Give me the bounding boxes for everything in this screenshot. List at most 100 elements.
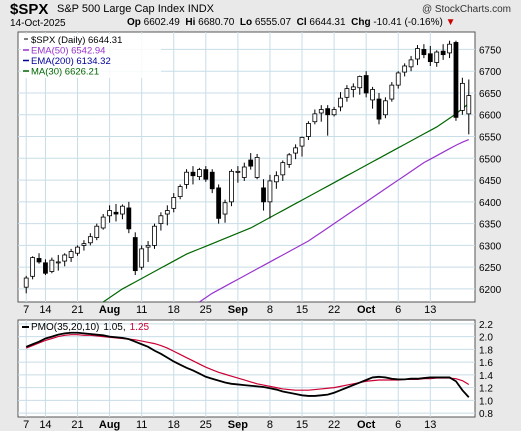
candle-body-up <box>402 65 408 73</box>
candle <box>306 121 311 140</box>
candle-body-up <box>68 251 74 258</box>
candle-body-down <box>43 262 48 274</box>
price-panel: 6200 6250 6300 6350 6400 6450 6500 6550 6600 6650… <box>17 31 502 303</box>
candle <box>132 232 138 275</box>
candle-body-up <box>107 210 112 217</box>
candle-body-down <box>261 187 266 203</box>
candle-body-down <box>209 171 215 190</box>
candle-body-up <box>293 147 298 154</box>
candle <box>94 223 100 241</box>
x-tick-label-top: Oct <box>357 304 376 316</box>
pmo-panel: 2.2 2.01.8 1.6 1.4 1.21.0 0.8 PMO(35,20,10) 1.0… <box>17 319 493 420</box>
candle <box>30 256 36 280</box>
candle-body-down <box>216 187 222 219</box>
legend-price: $SPX (Daily) 6644.31 <box>31 35 122 46</box>
candle-body-up <box>357 76 363 89</box>
candle-body-up <box>434 51 440 63</box>
index-name: S&P 500 Large Cap Index INDX <box>57 3 214 15</box>
candle <box>421 44 427 59</box>
x-axis: 7 7 14 14 21 21 Aug Aug 11 11 18 18 25 25 Sep Sep 8 8 15 15… <box>23 304 436 431</box>
pmo-y-tick: 1.0 <box>479 396 493 407</box>
candle-body-up <box>197 169 202 177</box>
candle <box>113 204 119 222</box>
candle <box>120 204 125 220</box>
candle <box>363 71 369 98</box>
candle-body-up <box>383 100 388 116</box>
candle <box>139 245 145 270</box>
candle <box>293 144 298 160</box>
x-tick-label-top: 11 <box>136 304 147 316</box>
candle-body-up <box>344 88 350 98</box>
x-tick-label-top: 25 <box>200 304 212 316</box>
pmo-y-tick: 1.2 <box>479 384 493 395</box>
candle-body-up <box>23 277 29 288</box>
candle <box>248 153 254 170</box>
candle-body-down <box>325 108 331 116</box>
candle-body-up <box>447 43 452 54</box>
candle <box>440 44 446 60</box>
candle <box>434 50 440 67</box>
candle <box>459 77 465 115</box>
candle <box>280 160 286 181</box>
low-value: 6555.07 <box>254 17 292 28</box>
candle <box>331 106 337 117</box>
candle-body-up <box>466 95 472 115</box>
candle <box>383 97 388 119</box>
candle-body-down <box>376 98 382 120</box>
candle <box>62 253 68 267</box>
candle-body-down <box>248 159 254 167</box>
candle-body-up <box>350 86 356 90</box>
close-label: Cl <box>296 17 307 28</box>
candle <box>23 275 29 294</box>
price-y-tick: 6300 <box>479 241 502 252</box>
high-label: Hi <box>185 17 196 28</box>
price-y-tick: 6700 <box>479 67 502 78</box>
x-tick-label-bottom: 11 <box>136 419 147 431</box>
price-y-tick: 6650 <box>479 89 502 100</box>
price-y-tick: 6600 <box>479 111 502 122</box>
candle <box>87 233 93 246</box>
candle-body-down <box>190 171 196 177</box>
ema50-line <box>199 139 470 303</box>
candle-body-down <box>203 169 209 180</box>
candle-body-down <box>421 49 427 56</box>
exchange: INDX <box>187 3 214 15</box>
candle <box>209 169 215 194</box>
candle <box>235 166 241 183</box>
candle-body-up <box>280 162 286 176</box>
legend-bg <box>21 34 161 78</box>
candle-body-up <box>286 154 292 165</box>
candle-body-up <box>389 84 395 100</box>
x-tick-label-bottom: 6 <box>395 419 401 431</box>
candle-body-up <box>254 157 260 178</box>
symbol: $SPX <box>10 1 49 18</box>
change-label: Chg <box>351 17 371 28</box>
candle-body-up <box>152 225 157 246</box>
close-value: 6644.31 <box>309 17 346 28</box>
candle-body-up <box>184 171 189 185</box>
candle-body-up <box>62 254 68 262</box>
x-tick-label-top: 6 <box>395 304 401 316</box>
x-tick-label-bottom: 22 <box>328 419 340 431</box>
candle-body-up <box>338 97 343 108</box>
legend-ema200: EMA(200) 6134.32 <box>31 56 111 67</box>
price-y-tick: 6350 <box>479 220 502 231</box>
x-tick-label-bottom: 14 <box>39 419 51 431</box>
candle <box>145 241 151 262</box>
chart-header: $SPX S&P 500 Large Cap Index INDX @ Stoc… <box>0 0 521 30</box>
candle <box>350 83 356 98</box>
candle-body-up <box>120 205 125 215</box>
candle-body-up <box>222 202 228 215</box>
candle-body-up <box>30 257 36 277</box>
x-tick-label-bottom: 25 <box>200 419 212 431</box>
candle <box>447 40 452 59</box>
candle <box>75 245 80 256</box>
price-y-tick: 6200 <box>479 285 502 296</box>
price-y-tick: 6550 <box>479 133 502 144</box>
candle <box>229 169 234 207</box>
pmo-y-tick: 1.6 <box>479 358 493 369</box>
candle <box>107 205 112 223</box>
candle <box>152 223 157 249</box>
